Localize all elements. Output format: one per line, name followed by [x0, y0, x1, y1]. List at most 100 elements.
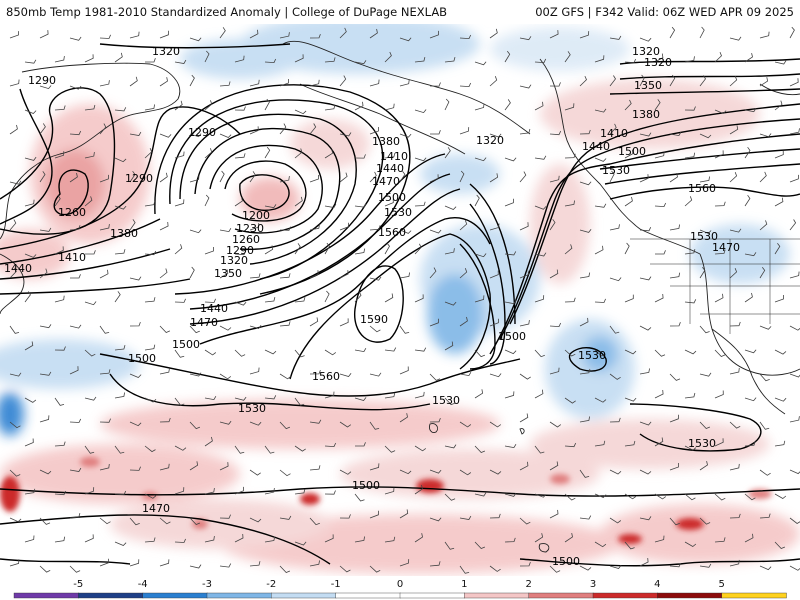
wind-barb	[264, 349, 277, 355]
wind-barb	[519, 270, 529, 279]
contour-label: 1320	[152, 45, 180, 58]
wind-barb	[669, 517, 680, 526]
wind-barb	[489, 76, 498, 87]
wind-barb	[99, 463, 110, 471]
wind-barb	[264, 58, 277, 64]
map-panel: 1320 1290 1290 1290 1260 1380 1410 1440 …	[0, 24, 800, 576]
wind-barb	[384, 445, 396, 453]
wind-barb	[219, 462, 229, 471]
wind-barb	[69, 85, 82, 90]
contour-label: 1380	[632, 108, 660, 121]
wind-barb	[444, 341, 454, 351]
wind-barb	[294, 541, 307, 546]
contour-line	[0, 218, 161, 265]
wind-barb	[624, 440, 636, 447]
wind-barb	[504, 443, 517, 449]
wind-barb	[339, 421, 352, 428]
wind-barb	[729, 76, 738, 87]
wind-barb	[774, 242, 781, 255]
wind-barb	[279, 421, 291, 430]
anomaly-patch	[676, 518, 704, 530]
wind-barb	[759, 171, 767, 183]
wind-barb	[219, 27, 226, 39]
wind-barb	[714, 537, 726, 543]
contour-label: 1230	[236, 222, 264, 235]
wind-barb	[744, 194, 751, 207]
wind-barb	[234, 396, 247, 401]
contour-line	[0, 514, 331, 565]
wind-barb	[219, 269, 229, 279]
wind-barb	[339, 565, 351, 573]
wind-barb	[339, 172, 348, 183]
wind-barb	[264, 204, 277, 209]
wind-barb	[9, 421, 21, 429]
wind-barb	[99, 80, 110, 87]
wind-barb	[759, 373, 770, 382]
wind-barb	[564, 442, 577, 448]
wind-barb	[234, 153, 246, 159]
wind-barb	[789, 565, 800, 571]
wind-barb	[474, 349, 486, 358]
wind-barb	[639, 558, 649, 567]
wind-barb	[54, 397, 65, 406]
wind-barb	[639, 174, 649, 183]
wind-barb	[789, 78, 799, 87]
wind-barb	[459, 268, 468, 279]
contour-label: 1440	[376, 162, 404, 175]
wind-barb	[39, 371, 52, 376]
wind-barb	[774, 197, 784, 207]
wind-barb	[459, 82, 472, 88]
wind-barb	[699, 421, 711, 429]
colorbar-tick-label: 4	[654, 579, 660, 590]
anomaly-patch	[540, 79, 760, 149]
wind-barb	[519, 320, 530, 327]
wind-barb	[654, 493, 667, 500]
wind-barb	[309, 34, 321, 39]
wind-barb	[504, 198, 514, 207]
wind-barb	[489, 469, 502, 475]
wind-barb	[234, 486, 244, 495]
wind-barb	[759, 77, 769, 87]
wind-barb	[414, 445, 427, 452]
wind-barb	[549, 421, 562, 428]
coastline	[0, 62, 181, 240]
contour-label: 1410	[58, 251, 86, 264]
wind-barb	[189, 37, 202, 42]
wind-barb	[534, 295, 545, 303]
wind-barb	[279, 321, 291, 327]
wind-barb	[369, 225, 381, 231]
wind-barb	[384, 198, 394, 207]
wind-barb	[144, 445, 156, 453]
contour-label: 1320	[476, 134, 504, 147]
wind-barb	[174, 100, 183, 111]
contour-line	[619, 73, 800, 80]
wind-barb	[384, 487, 395, 495]
wind-barb	[354, 493, 365, 502]
wind-barb	[309, 174, 319, 183]
wind-barb	[564, 493, 576, 501]
wind-barb	[564, 349, 576, 357]
wind-barb	[369, 79, 380, 87]
wind-barb	[489, 513, 501, 519]
wind-barb	[369, 565, 381, 573]
wind-barb	[744, 533, 754, 543]
wind-barb	[594, 440, 606, 447]
island	[519, 428, 525, 435]
wind-barb	[609, 277, 622, 282]
wind-barb	[729, 172, 738, 183]
wind-barb	[789, 128, 800, 135]
contour-label: 1590	[360, 313, 388, 326]
anomaly-patch	[0, 339, 140, 389]
contour-line	[599, 148, 800, 170]
wind-barb	[189, 372, 202, 377]
wind-barb	[684, 445, 697, 451]
wind-barb	[699, 75, 706, 87]
wind-barb	[294, 349, 305, 358]
anomaly-patch	[142, 492, 158, 500]
colorbar-tick-label: 5	[719, 579, 725, 590]
wind-barb	[519, 517, 531, 525]
wind-barb	[144, 147, 153, 159]
wind-barb	[114, 490, 127, 496]
wind-barb	[69, 418, 82, 423]
wind-barb	[114, 249, 126, 255]
